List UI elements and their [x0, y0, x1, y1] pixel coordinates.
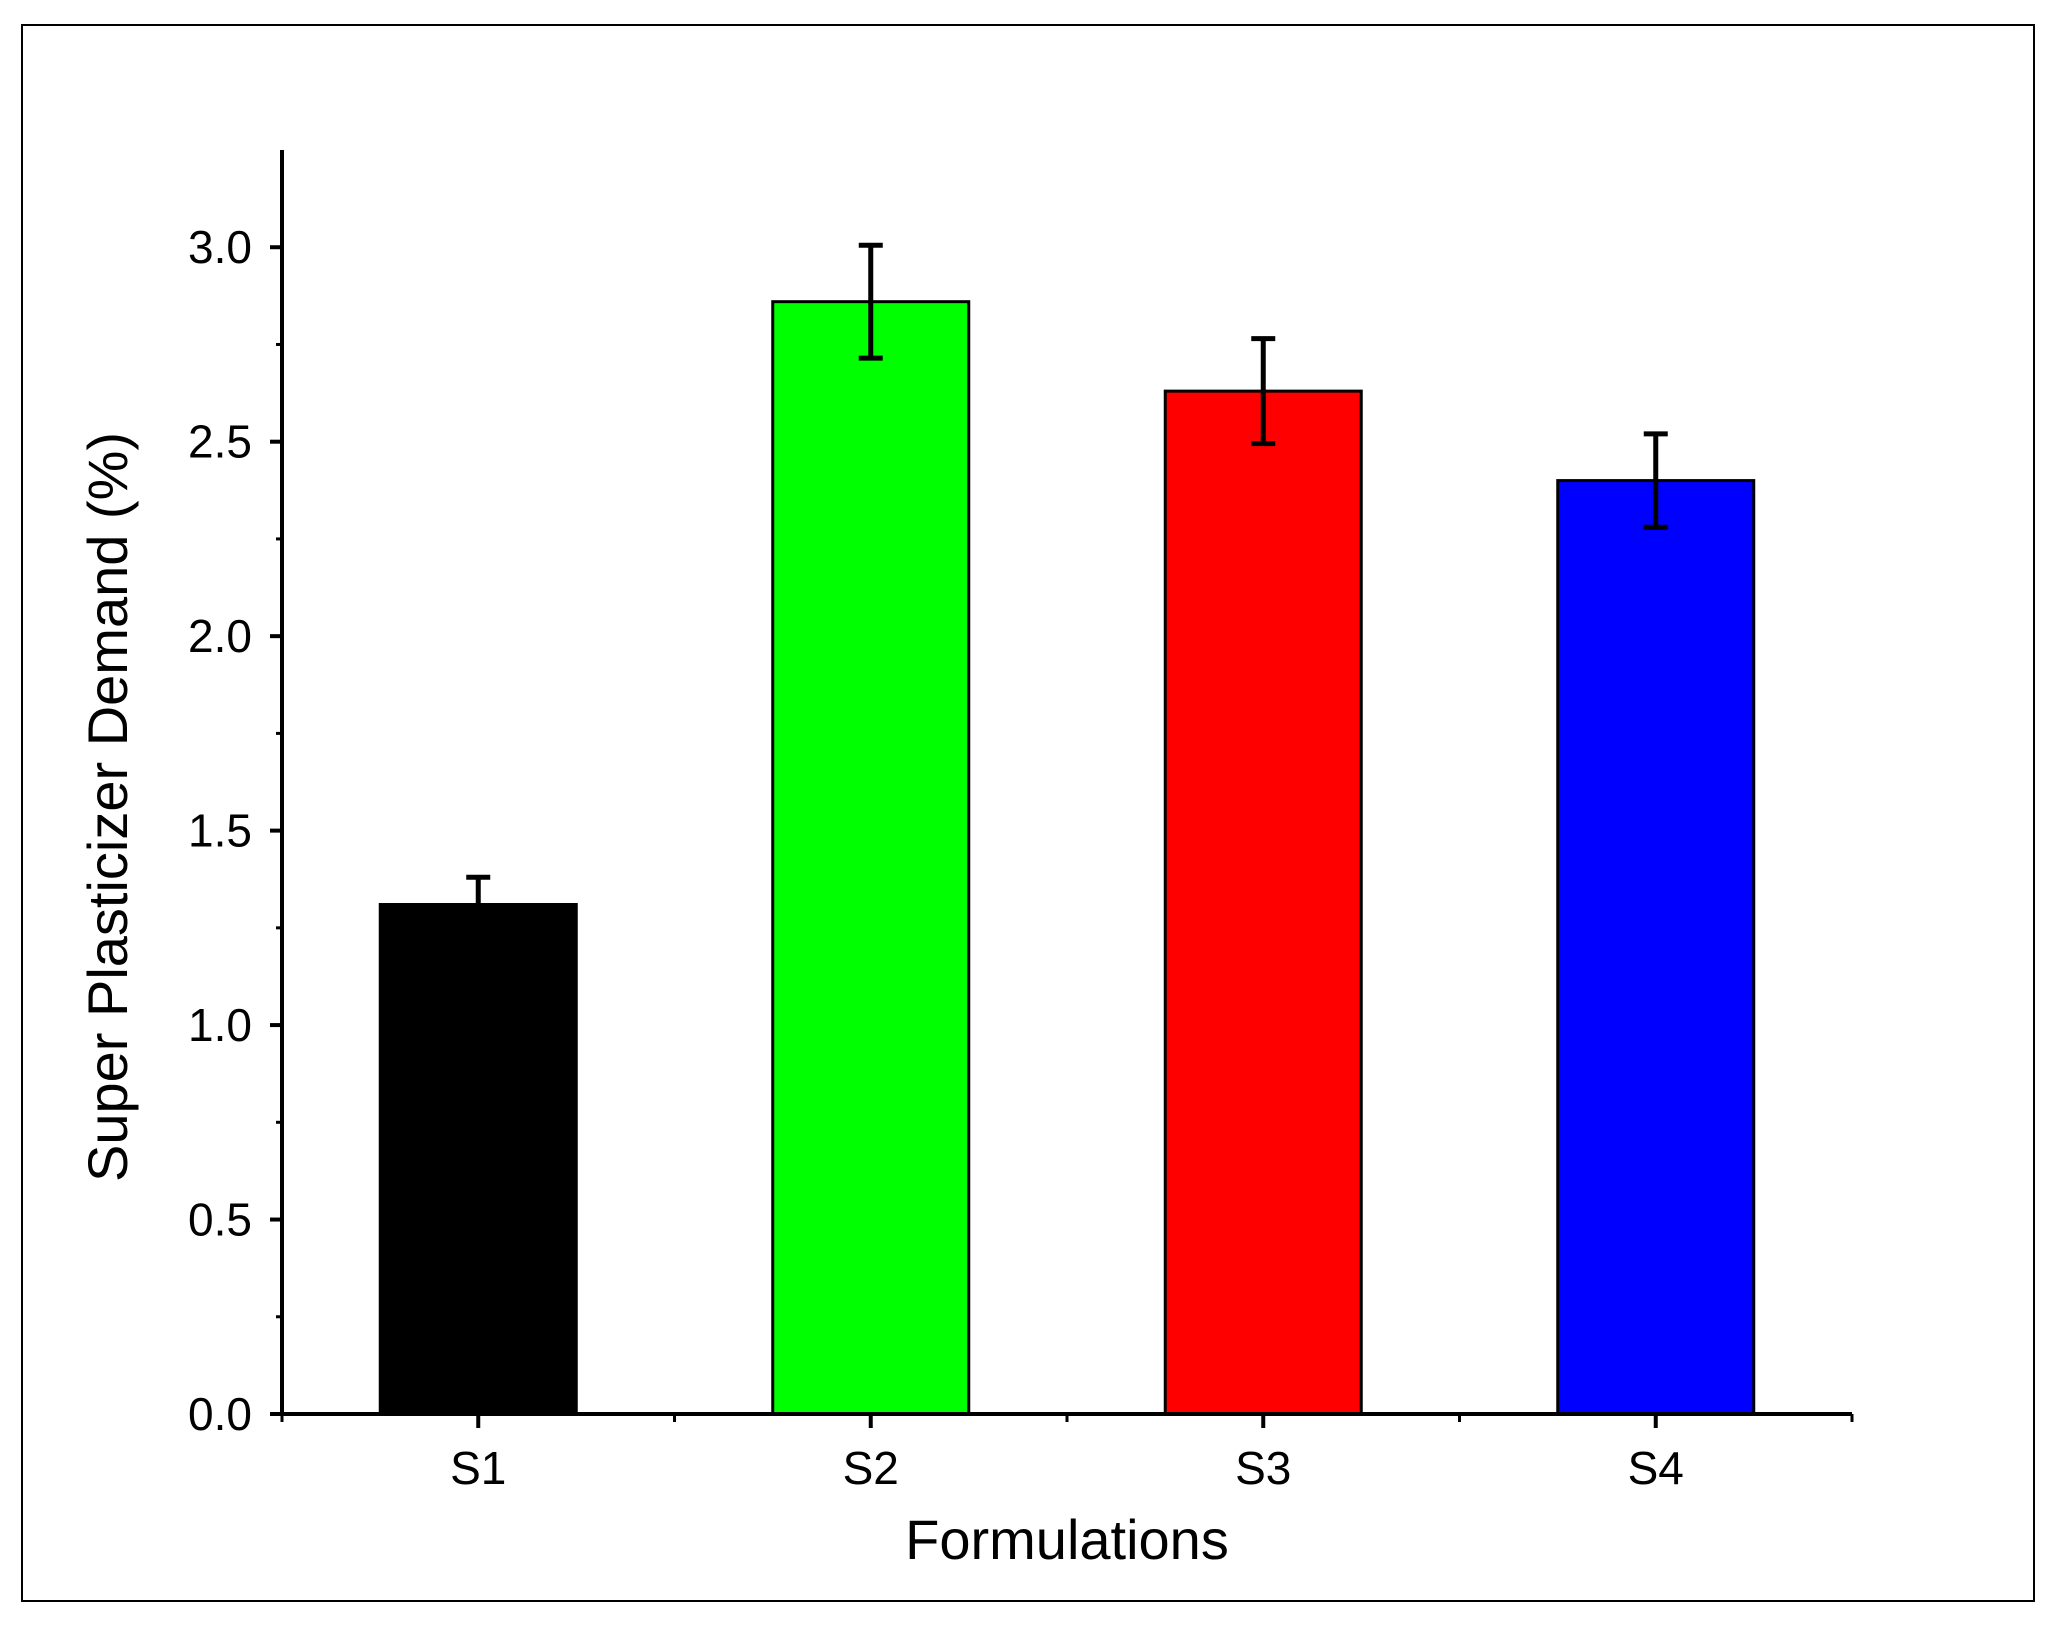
bar-s1	[378, 903, 578, 1416]
x-tick-label-s2: S2	[843, 1442, 899, 1494]
y-tick-label: 2.0	[188, 610, 252, 662]
bar-s2	[771, 300, 971, 1416]
x-axis-title: Formulations	[905, 1508, 1229, 1571]
x-tick-label-s4: S4	[1628, 1442, 1684, 1494]
x-ticks-group: S1 S2 S3 S4	[280, 1414, 1854, 1494]
y-tick-label: 0.5	[188, 1194, 252, 1246]
error-bar-s1	[466, 874, 491, 935]
error-bar-s2	[858, 242, 883, 361]
error-bar-s4	[1643, 431, 1668, 530]
x-tick-label-s3: S3	[1235, 1442, 1291, 1494]
y-tick-label: 1.0	[188, 999, 252, 1051]
y-tick-label: 2.5	[188, 416, 252, 468]
bar-s4	[1556, 479, 1756, 1416]
y-axis-title: Super Plasticizer Demand (%)	[76, 432, 139, 1182]
x-tick-label-s1: S1	[450, 1442, 506, 1494]
y-tick-label: 0.0	[188, 1388, 252, 1440]
y-tick-label: 3.0	[188, 221, 252, 273]
bar-s3	[1163, 389, 1363, 1416]
y-ticks-group: 0.0 0.5 1.0 1.5 2.0 2.5 3.0	[188, 221, 282, 1440]
y-tick-label: 1.5	[188, 805, 252, 857]
error-bar-s3	[1251, 336, 1276, 447]
bars-group	[378, 300, 1756, 1416]
error-bars-group	[466, 242, 1668, 935]
